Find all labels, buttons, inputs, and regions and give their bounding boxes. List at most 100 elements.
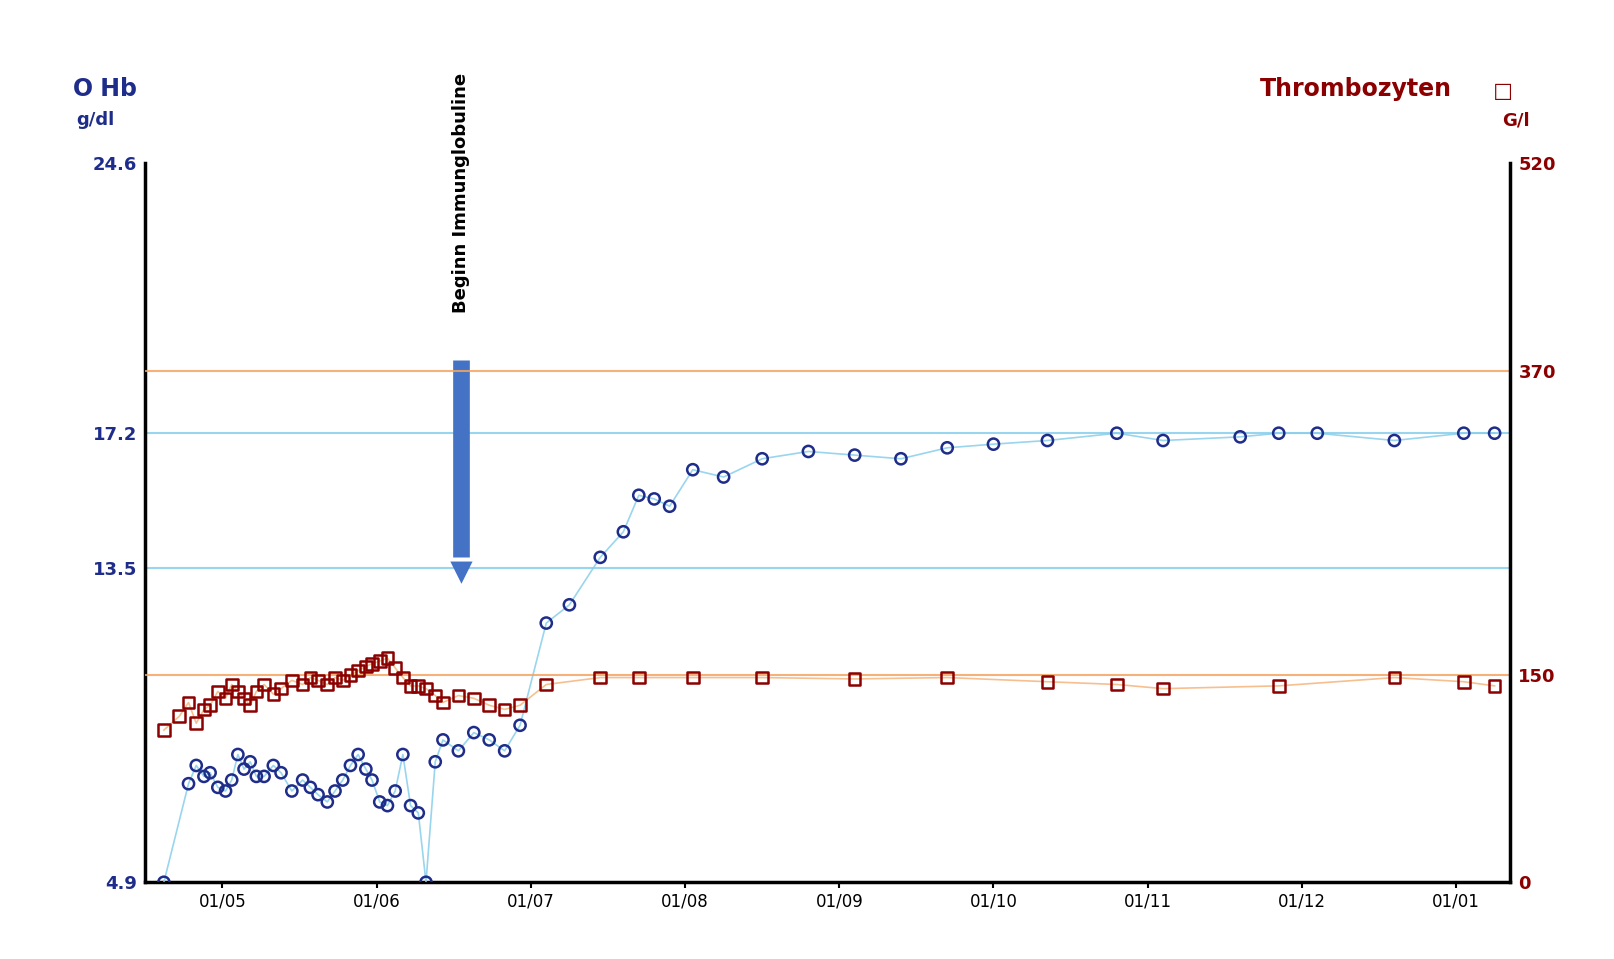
Point	[1227, 430, 1252, 445]
Point	[405, 678, 431, 693]
Point	[641, 491, 667, 506]
Point	[1035, 674, 1060, 690]
Point	[213, 784, 239, 799]
Point	[397, 798, 423, 813]
Point	[1149, 681, 1175, 696]
Point	[557, 597, 583, 613]
Point	[933, 670, 959, 686]
Point	[197, 765, 223, 781]
Text: O: O	[73, 77, 92, 101]
Text: □: □	[1485, 81, 1512, 101]
Point	[321, 670, 347, 686]
Point	[366, 653, 392, 668]
Point	[1380, 433, 1406, 448]
Point	[244, 684, 270, 699]
Point	[460, 690, 486, 706]
Text: Beginn Immunglobuline: Beginn Immunglobuline	[452, 73, 470, 313]
Point	[176, 776, 202, 791]
Point	[1035, 433, 1060, 448]
Point	[176, 694, 202, 710]
Point	[460, 725, 486, 740]
Point	[445, 688, 471, 703]
Point	[476, 697, 502, 713]
Point	[329, 672, 355, 688]
Point	[315, 794, 341, 809]
Point	[980, 436, 1006, 452]
Point	[252, 769, 278, 784]
Point	[888, 451, 914, 466]
Point	[190, 769, 216, 784]
Point	[374, 798, 400, 813]
Point	[366, 794, 392, 809]
Point	[389, 747, 415, 762]
Point	[1265, 426, 1291, 441]
Point	[231, 761, 257, 777]
Point	[533, 616, 558, 631]
Point	[491, 743, 516, 759]
Point	[166, 709, 192, 724]
Point	[337, 667, 363, 683]
Point	[213, 690, 239, 706]
Point	[150, 722, 176, 737]
Point	[297, 670, 323, 686]
Point	[353, 761, 379, 777]
Point	[679, 670, 705, 686]
Point	[429, 694, 455, 710]
Point	[279, 784, 305, 799]
Point	[224, 747, 250, 762]
Point	[389, 670, 415, 686]
Point	[423, 754, 449, 769]
Point	[237, 754, 263, 769]
Point	[626, 487, 652, 503]
Point	[1449, 426, 1475, 441]
Text: Thrombozyten: Thrombozyten	[1259, 77, 1451, 101]
Point	[353, 659, 379, 674]
Point	[397, 678, 423, 693]
Point	[587, 550, 613, 565]
Point	[679, 462, 705, 478]
Point	[190, 702, 216, 717]
Point	[507, 717, 533, 733]
Point	[252, 677, 278, 692]
Point	[279, 672, 305, 688]
Point	[231, 690, 257, 706]
Point	[345, 747, 371, 762]
Point	[1304, 426, 1330, 441]
Point	[1449, 674, 1475, 690]
Point	[218, 677, 244, 692]
Point	[374, 650, 400, 666]
Point	[358, 772, 384, 787]
Point	[610, 525, 636, 540]
Point	[197, 697, 223, 713]
Point	[150, 875, 176, 890]
Text: Hb: Hb	[92, 77, 137, 101]
Point	[260, 687, 286, 702]
Point	[657, 499, 683, 514]
Point	[1104, 426, 1130, 441]
Point	[405, 806, 431, 821]
Point	[268, 765, 294, 781]
Point	[260, 758, 286, 773]
Point	[626, 670, 652, 686]
Point	[841, 671, 867, 687]
Point	[749, 451, 775, 466]
Point	[1480, 678, 1506, 693]
Point	[305, 787, 331, 803]
Point	[305, 672, 331, 688]
Point	[749, 670, 775, 686]
Point	[1380, 670, 1406, 686]
Point	[184, 758, 210, 773]
Point	[413, 681, 439, 696]
Point	[491, 702, 516, 717]
Point	[289, 677, 315, 692]
Point	[445, 743, 471, 759]
Point	[224, 684, 250, 699]
Point	[429, 733, 455, 748]
Point	[315, 677, 341, 692]
Point	[933, 440, 959, 456]
Point	[587, 670, 613, 686]
Point	[329, 772, 355, 787]
Point	[383, 784, 408, 799]
Point	[507, 697, 533, 713]
Point	[533, 677, 558, 692]
